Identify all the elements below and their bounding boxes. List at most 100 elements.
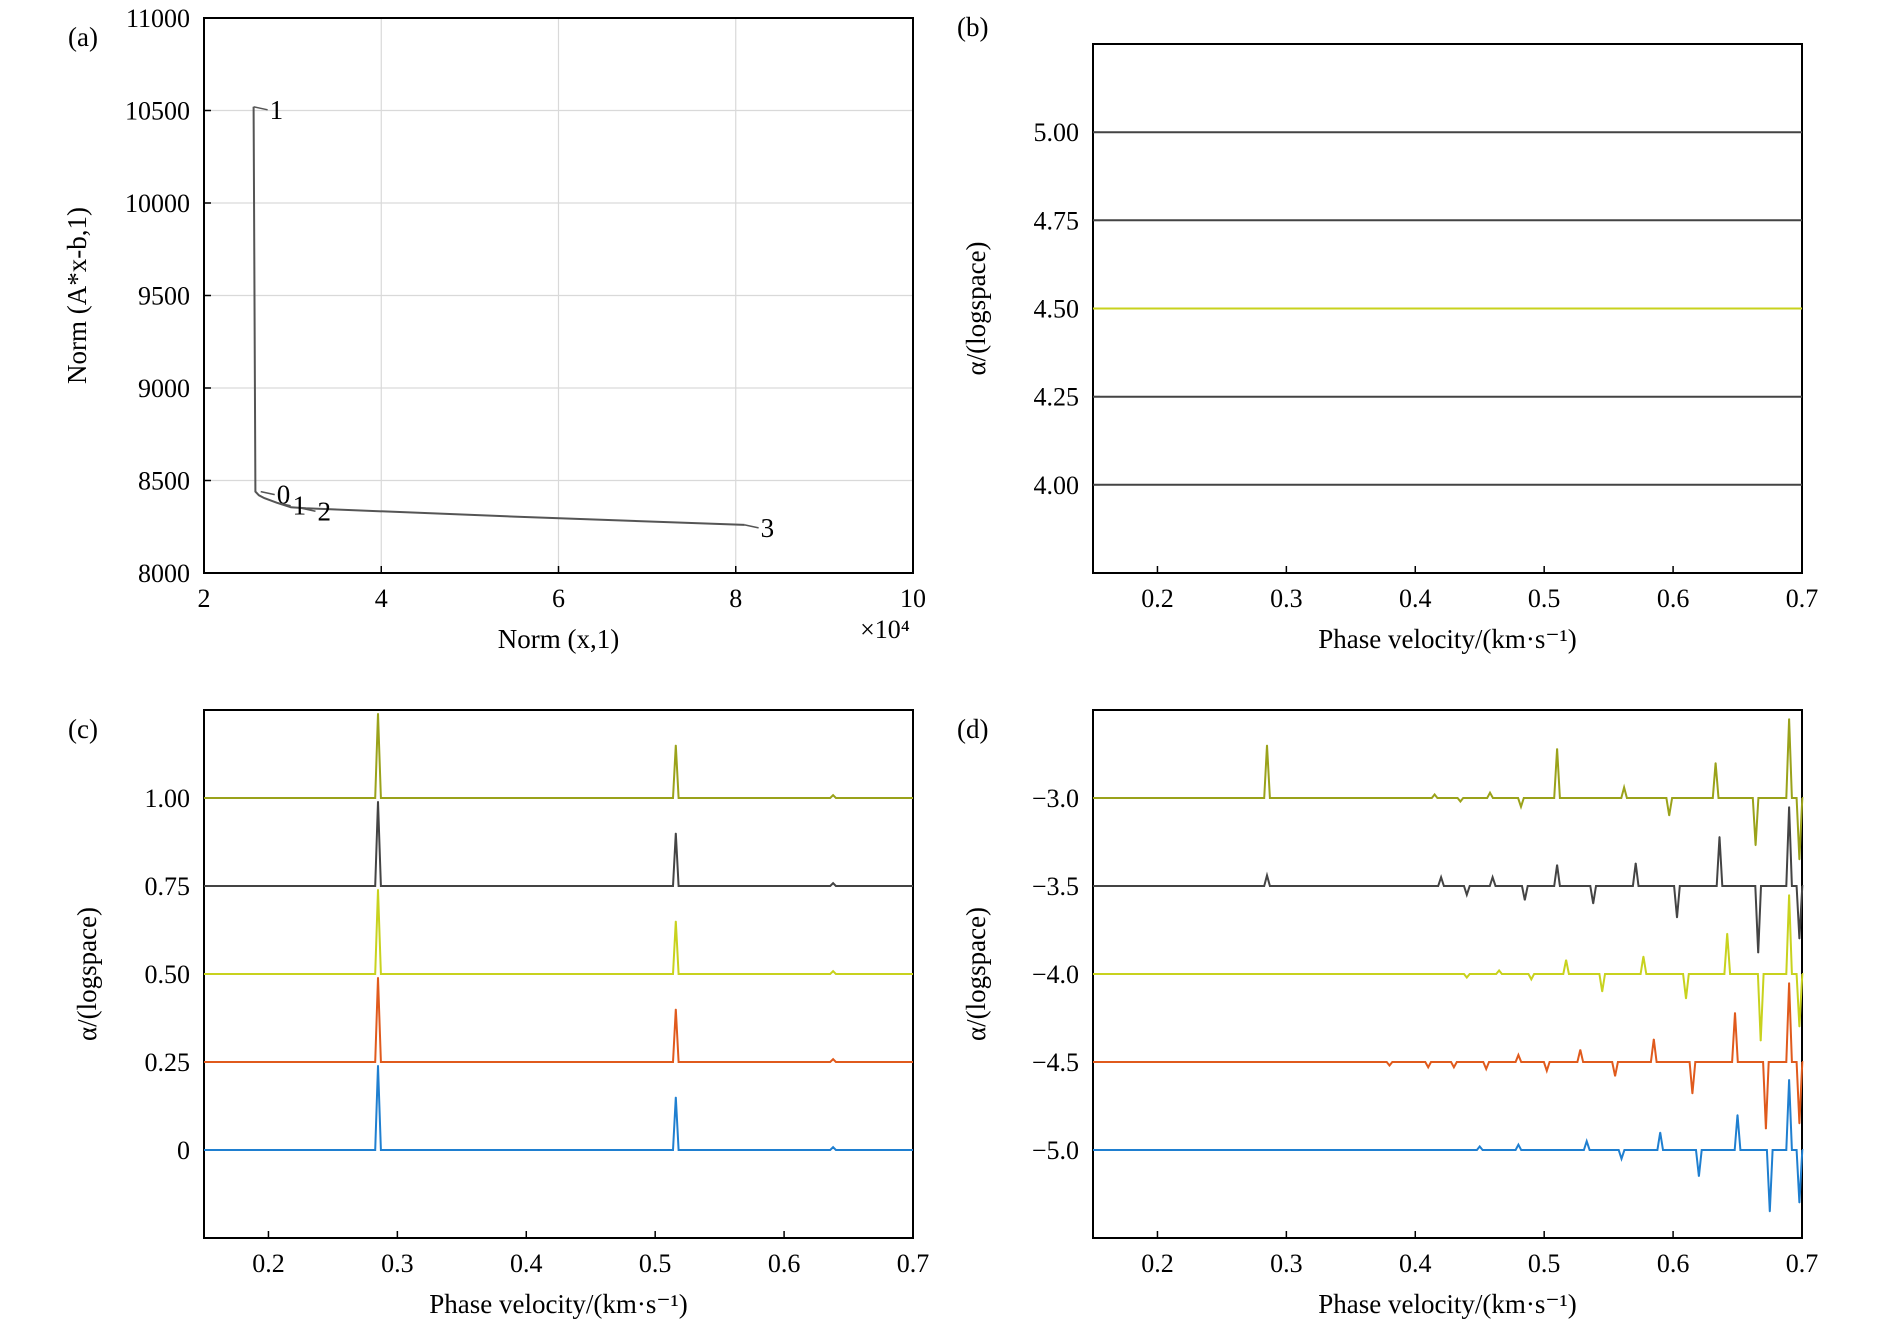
point-label: 3 [761, 513, 775, 543]
peak-point [1601, 991, 1603, 993]
y-tick-label: 0.50 [145, 960, 191, 989]
peak-point [1788, 982, 1790, 984]
peak-point [1715, 762, 1717, 764]
point-label-leader [301, 507, 316, 512]
peak-point [1388, 1064, 1391, 1067]
x-tick-label: 0.5 [1528, 584, 1561, 613]
peak-point [1798, 1026, 1801, 1028]
panel-label: (b) [957, 12, 988, 42]
peak-point [377, 712, 379, 715]
peak-point [1453, 1066, 1455, 1068]
point-label-leader [260, 490, 275, 496]
y-axis-label: α/(logspace) [961, 907, 991, 1041]
panel-a: 2 4 6 8 108000850090009500100001050011000×10… [62, 4, 926, 654]
point-label: 0 [277, 480, 291, 510]
peak-point [675, 1008, 677, 1010]
peak-point [1434, 793, 1436, 796]
x-tick-label: 0.7 [897, 1249, 930, 1278]
x-tick-label: 0.5 [1528, 1249, 1561, 1278]
peak-point [1517, 1054, 1519, 1056]
peak-point [377, 888, 379, 891]
y-tick-label: 1.00 [145, 784, 191, 813]
y-tick-label: −3.5 [1032, 872, 1079, 901]
peak-point [1736, 1114, 1739, 1116]
peak-point [1788, 1079, 1790, 1081]
x-tick-label: 0.6 [768, 1249, 801, 1278]
peak-point [1427, 1066, 1429, 1068]
x-axis-label: Phase velocity/(km·s⁻¹) [429, 1289, 688, 1319]
peak-point [1734, 1012, 1736, 1014]
peak-point [1520, 806, 1522, 808]
x-tick-label: 0.5 [639, 1249, 672, 1278]
peak-point [1757, 952, 1759, 954]
x-tick-label: 0.2 [1141, 1249, 1174, 1278]
peak-point [1760, 1040, 1762, 1042]
y-axis-label: Norm (A*x-b,1) [62, 207, 92, 384]
panel-label: (d) [957, 714, 988, 744]
peak-point [1685, 998, 1687, 1000]
point-label-leader [276, 501, 291, 507]
y-tick-label: −4.5 [1032, 1048, 1079, 1077]
peak-point [1659, 1131, 1661, 1133]
peak-point [1592, 903, 1594, 905]
y-tick-label: 10500 [125, 97, 190, 126]
peak-point [1668, 815, 1670, 817]
peak-point [1698, 1175, 1700, 1177]
peak-point [1524, 899, 1526, 901]
trace-series [204, 801, 913, 887]
trace-series [204, 713, 913, 799]
x-axis-label: Phase velocity/(km·s⁻¹) [1318, 1289, 1577, 1319]
x-tick-label: 10 [900, 584, 926, 613]
peak-point [1492, 876, 1494, 878]
peak-point [1718, 836, 1721, 838]
peak-point [675, 832, 677, 834]
x-axis-label: Norm (x,1) [498, 624, 619, 654]
trace-series [1093, 894, 1804, 1041]
peak-point [832, 970, 834, 972]
x-tick-label: 0.6 [1657, 584, 1690, 613]
x-tick-label: 0.7 [1786, 1249, 1819, 1278]
peak-point [1798, 1202, 1801, 1204]
peak-point [1517, 1144, 1519, 1146]
peak-point [1459, 800, 1461, 803]
peak-point [1726, 932, 1728, 935]
x-tick-label: 0.4 [1399, 584, 1432, 613]
y-tick-label: 4.75 [1034, 206, 1080, 235]
y-tick-label: 4.50 [1034, 295, 1080, 324]
point-label-leader [744, 524, 759, 529]
peak-point [1798, 938, 1801, 940]
peak-point [1489, 792, 1491, 794]
point-label: 2 [317, 496, 331, 526]
peak-point [1623, 786, 1625, 789]
y-axis-label: α/(logspace) [961, 241, 991, 375]
peak-point [1635, 862, 1637, 864]
l-curve-series [252, 106, 745, 526]
peak-point [1466, 976, 1468, 979]
y-tick-label: 9000 [138, 374, 190, 403]
y-tick-label: 9500 [138, 282, 190, 311]
peak-point [1788, 806, 1790, 808]
peak-point [1556, 748, 1558, 750]
peak-point [675, 920, 677, 922]
peak-point [1614, 1075, 1616, 1077]
peak-point [675, 744, 677, 746]
peak-point [1466, 894, 1468, 896]
y-tick-label: 8500 [138, 467, 190, 496]
peak-point [1498, 969, 1500, 972]
x-tick-label: 0.3 [1270, 1249, 1303, 1278]
peak-point [832, 882, 834, 884]
y-tick-label: −5.0 [1032, 1136, 1079, 1165]
trace-series [204, 1065, 913, 1151]
panel-b: 0.2 0.3 0.4 0.5 0.6 0.7 4.00 4.25 4.50 4.75 5.00 Ph… [957, 12, 1818, 654]
y-axis-label: α/(logspace) [72, 907, 102, 1041]
x-axis-label: Phase velocity/(km·s⁻¹) [1318, 624, 1577, 654]
x-tick-label: 8 [729, 584, 742, 613]
peak-point [377, 800, 379, 803]
panel-d: 0.2 0.3 0.4 0.5 0.6 0.7 −5.0 −4.5 −4.0 −3.5 −3.0 Ph… [957, 709, 1819, 1319]
y-tick-label: 0 [177, 1136, 190, 1165]
x-tick-label: 0.4 [510, 1249, 543, 1278]
peak-point [1546, 1070, 1548, 1072]
x-axis-multiplier: ×10⁴ [860, 615, 910, 644]
y-tick-label: 4.25 [1034, 383, 1080, 412]
